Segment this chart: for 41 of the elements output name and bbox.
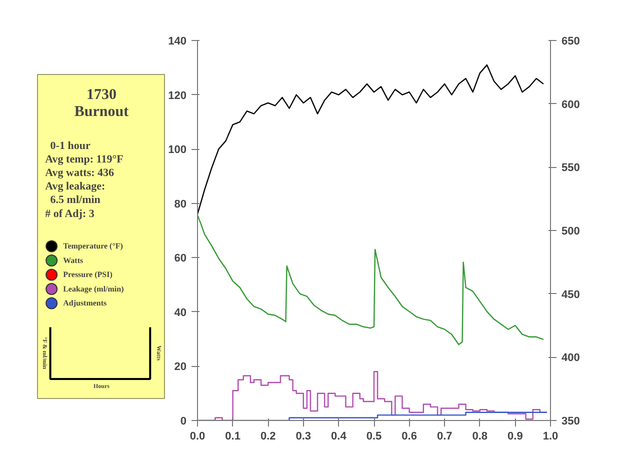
- y-tick-label: 80: [174, 198, 187, 210]
- legend-label: Watts: [63, 256, 84, 265]
- text: 0-1 hour: [50, 140, 90, 152]
- y2-tick-label: 600: [562, 98, 580, 111]
- text: 6.5 ml/min: [50, 194, 100, 206]
- x-tick-label: 0.1: [225, 430, 240, 442]
- y2-tick-label: 350: [562, 416, 580, 428]
- x-tick-label: 0.5: [366, 430, 382, 442]
- y-tick-label: 40: [174, 306, 187, 319]
- legend-label: Temperature (°F): [63, 242, 124, 251]
- text: Avg watts: 436: [45, 166, 115, 179]
- x-tick-label: 0.0: [190, 430, 206, 442]
- x-tick-label: 0.3: [296, 430, 312, 442]
- legend-label: Adjustments: [63, 298, 107, 308]
- y-tick-label: 120: [168, 90, 187, 102]
- text: 1730: [86, 86, 116, 103]
- text: Burnout: [74, 104, 129, 120]
- x-tick-label: 0.4: [331, 430, 348, 442]
- y2-tick-label: 500: [562, 226, 580, 238]
- line-series: [198, 64, 544, 215]
- legend-label: Leakage (ml/min): [63, 284, 124, 294]
- y-tick-label: 140: [168, 36, 187, 48]
- y2-tick-label: 550: [562, 162, 580, 174]
- x-tick-label: 0.9: [508, 430, 523, 442]
- y2-tick-label: 450: [562, 288, 580, 301]
- text: Avg leakage:: [45, 180, 106, 193]
- y-tick-label: 20: [174, 361, 187, 374]
- x-tick-label: 0.2: [260, 430, 276, 442]
- x-tick-label: 0.6: [402, 430, 417, 442]
- text: # of Adj: 3: [45, 208, 95, 220]
- y-tick-label: 100: [168, 144, 187, 156]
- y2-tick-label: 400: [562, 352, 580, 364]
- y-tick-label: 0: [180, 416, 187, 428]
- x-tick-label: 0.8: [472, 430, 488, 442]
- x-tick-label: 0.7: [436, 430, 452, 442]
- legend-label: Pressure (PSI): [63, 270, 113, 280]
- y-tick-label: 60: [174, 252, 187, 265]
- text: Avg temp: 119°F: [45, 153, 124, 166]
- x-tick-label: 1.0: [542, 430, 558, 442]
- y2-tick-label: 650: [562, 36, 580, 48]
- line-series: [198, 214, 544, 346]
